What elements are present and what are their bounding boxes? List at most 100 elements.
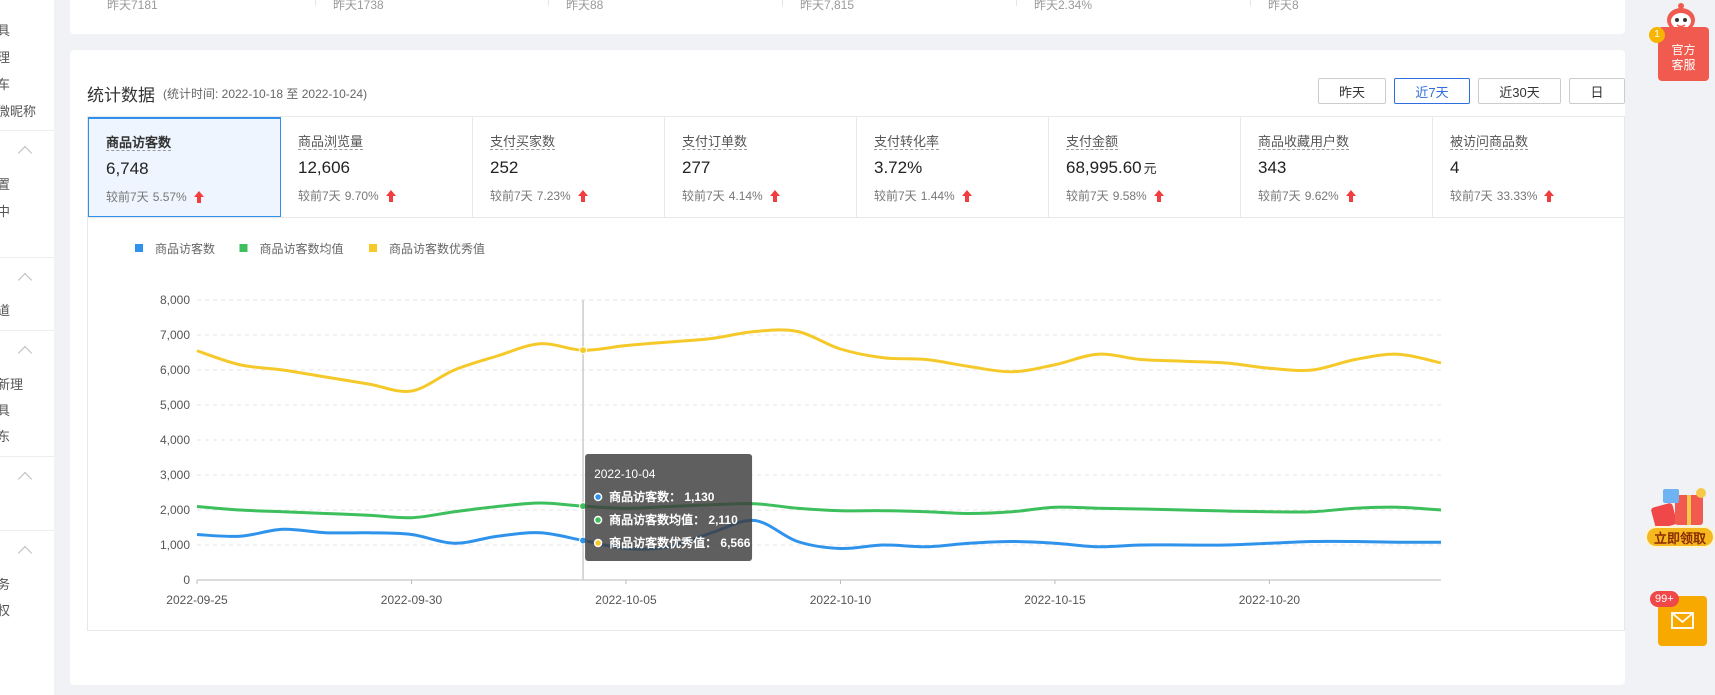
robot-icon[interactable] [1663,2,1699,32]
divider [1250,0,1251,6]
metric-label: 支付买家数 [490,134,556,150]
sidebar-item[interactable]: 微昵称 [0,104,37,119]
metric-value: 277 [682,158,856,178]
metric-label: 支付转化率 [874,134,940,150]
series-line [196,501,1442,520]
sidebar-item[interactable]: 东 [0,429,11,444]
metric-compare: 较前7天 9.58% [1066,187,1240,204]
tooltip-marker [593,538,603,548]
yesterday-button[interactable]: 昨天 [1318,78,1386,104]
legend-swatch [135,244,143,252]
metric-label: 支付金额 [1066,134,1119,150]
series-line [196,518,1442,551]
arrow-up-icon [1345,189,1356,202]
metric-card[interactable]: 支付订单数 277 较前7天 4.14% [665,117,857,217]
metric-value: 6,748 [106,159,280,179]
legend-label: 商品访客数 [155,241,215,256]
chevron-up-icon[interactable] [17,272,33,288]
y-tick-label: 6,000 [160,363,190,377]
y-tick-label: 3,000 [160,468,190,482]
metric-card[interactable]: 支付转化率 3.72% 较前7天 1.44% [857,117,1049,217]
metric-label: 被访问商品数 [1450,134,1529,150]
metric-card[interactable]: 商品浏览量 12,606 较前7天 9.70% [281,117,473,217]
sidebar-item[interactable]: 务 [0,577,11,592]
chevron-up-icon[interactable] [17,545,33,561]
compare-value: 1.44% [920,188,955,203]
message-count-badge: 99+ [1650,591,1679,607]
gift-icon[interactable] [1645,485,1715,551]
metric-card[interactable]: 商品收藏用户数 343 较前7天 9.62% [1241,117,1433,217]
chart-tooltip [585,454,753,561]
compare-value: 9.58% [1112,188,1147,203]
sidebar-divider [0,456,54,457]
sidebar-divider [0,257,54,258]
top-stat: 昨天8 [1268,0,1299,12]
y-tick-label: 5,000 [160,398,190,412]
metric-number: 277 [682,158,711,177]
tooltip-row: 商品访客数： 1,130 [609,489,715,504]
compare-value: 9.70% [344,188,379,203]
metric-label: 商品收藏用户数 [1258,134,1350,150]
x-tick-label: 2022-10-10 [810,593,872,607]
metric-compare: 较前7天 5.57% [106,188,280,205]
metric-label: 商品浏览量 [298,134,364,150]
arrow-up-icon [1544,189,1555,202]
top-stat: 昨天88 [566,0,604,12]
metric-card[interactable]: 被访问商品数 4 较前7天 33.33% [1433,117,1624,217]
top-stats-card: 昨天7181 昨天1738 昨天88 昨天7,815 昨天2.34% 昨天8 [70,0,1625,34]
metric-card[interactable]: 支付金额 68,995.60 元较前7天 9.58% [1049,117,1241,217]
arrow-up-icon [385,189,396,202]
compare-label: 较前7天 [874,189,917,203]
metric-number: 3.72% [874,158,923,177]
compare-label: 较前7天 [1258,189,1301,203]
chevron-up-icon[interactable] [17,145,33,161]
metric-compare: 较前7天 4.14% [682,187,856,204]
sidebar-item[interactable]: 中 [0,204,11,219]
y-tick-label: 2,000 [160,503,190,517]
sidebar-item[interactable]: 置 [0,177,11,192]
sidebar-item[interactable]: 车 [0,77,11,92]
x-tick-label: 2022-10-15 [1024,593,1086,607]
sidebar-item[interactable]: 具 [0,23,11,38]
sidebar-item[interactable]: 新理 [0,377,24,392]
message-button[interactable] [1658,596,1707,646]
last-30-days-button[interactable]: 近30天 [1478,78,1561,104]
metric-value: 343 [1258,158,1432,178]
metric-compare: 较前7天 7.23% [490,187,664,204]
chevron-up-icon[interactable] [17,471,33,487]
top-stat: 昨天7181 [107,0,158,12]
mail-icon [1671,612,1694,629]
sidebar-item[interactable]: 具 [0,403,11,418]
y-tick-label: 1,000 [160,538,190,552]
arrow-up-icon [769,189,780,202]
last-7-days-button[interactable]: 近7天 [1394,78,1470,104]
metric-compare: 较前7天 33.33% [1450,187,1624,204]
sidebar-item[interactable]: 道 [0,303,11,318]
chevron-up-icon[interactable] [17,345,33,361]
compare-value: 33.33% [1496,188,1538,203]
claim-now-button[interactable]: 立即领取 [1645,526,1715,548]
metric-number: 12,606 [298,158,350,177]
metric-compare: 较前7天 1.44% [874,187,1048,204]
metric-number: 252 [490,158,519,177]
x-tick-label: 2022-09-25 [166,593,228,607]
arrow-up-icon [1153,189,1164,202]
hover-point [579,346,588,355]
metric-card[interactable]: 支付买家数 252 较前7天 7.23% [473,117,665,217]
metric-number: 4 [1450,158,1460,177]
metric-card[interactable]: 商品访客数 6,748 较前7天 5.57% [88,117,281,217]
sidebar-divider [0,130,54,131]
service-label: 官方客服 [1671,43,1696,72]
sidebar-item[interactable]: 理 [0,50,11,65]
legend-label: 商品访客数优秀值 [389,241,485,256]
compare-label: 较前7天 [490,189,533,203]
tooltip-date: 2022-10-04 [594,467,656,481]
y-tick-label: 4,000 [160,433,190,447]
sidebar-divider [0,330,54,331]
official-service-button[interactable]: 官方客服 [1658,27,1709,81]
y-tick-label: 0 [183,573,190,587]
day-button[interactable]: 日 [1569,78,1625,104]
x-tick-label: 2022-09-30 [381,593,443,607]
sidebar-item[interactable]: 权 [0,603,11,618]
metrics-row: 商品访客数 6,748 较前7天 5.57% 商品浏览量 12,606 较前7天 9.70% 支… [87,116,1625,218]
